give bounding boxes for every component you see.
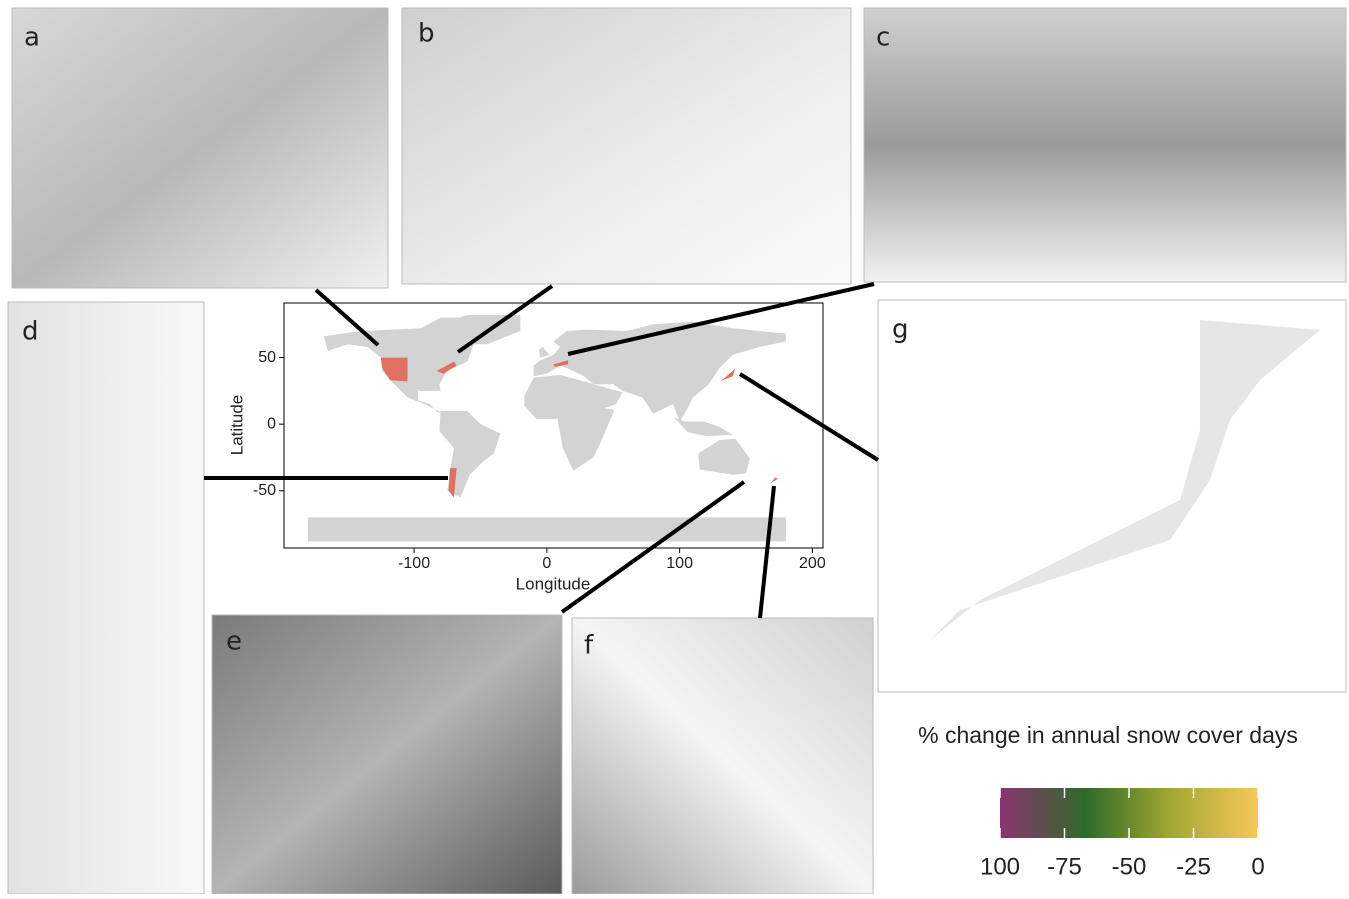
landmass: [308, 517, 786, 541]
panel-b: [402, 8, 851, 284]
x-tick-label: 0: [542, 555, 551, 572]
panel-f: [572, 618, 873, 894]
panel-label: f: [584, 631, 594, 661]
legend-title: % change in annual snow cover days: [918, 722, 1298, 748]
panel-label: e: [226, 627, 242, 657]
colorbar-tick-label: 0: [1251, 853, 1264, 880]
panel-label: c: [876, 23, 890, 53]
x-tick-label: 100: [666, 555, 693, 572]
figure: a b c d e f g Longitude Latitude % chang…: [0, 0, 1349, 894]
y-axis-label: Latitude: [227, 395, 246, 456]
panel-label: d: [22, 317, 39, 347]
panel-c: [864, 8, 1346, 282]
panel-e: [212, 615, 562, 894]
x-tick-label: -100: [398, 555, 430, 572]
panel-label: a: [24, 23, 40, 53]
y-tick-label: -50: [253, 482, 276, 499]
page: a b c d e f g Longitude Latitude % chang…: [0, 0, 1349, 894]
x-axis-label: Longitude: [516, 574, 591, 593]
panel-d: [8, 302, 204, 894]
panel-a: [12, 8, 388, 288]
panel-label: g: [892, 315, 909, 345]
x-tick-label: 200: [799, 555, 826, 572]
colorbar-tick-label: -50: [1112, 853, 1147, 880]
y-tick-label: 0: [267, 415, 276, 432]
colorbar-tick-label: -25: [1176, 853, 1211, 880]
y-tick-label: 50: [258, 349, 276, 366]
colorbar-tick-label: -75: [1047, 853, 1082, 880]
panel-label: b: [418, 19, 435, 49]
colorbar-tick-label: 100: [980, 853, 1020, 880]
